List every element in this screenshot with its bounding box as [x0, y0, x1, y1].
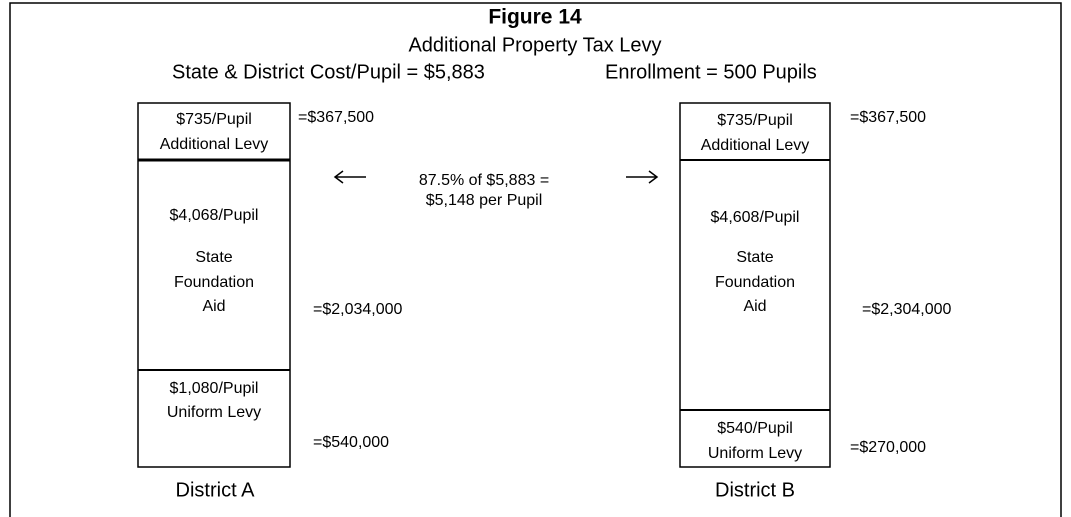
district-a-box	[137, 102, 291, 468]
title: Figure 14	[488, 6, 582, 29]
segment-text: $4,068/Pupil	[170, 207, 259, 224]
amount: =$2,304,000	[862, 301, 952, 318]
amount: =$540,000	[313, 434, 389, 451]
segment-text: Foundation	[174, 274, 254, 291]
segment-text: State	[736, 249, 773, 266]
enrollment: Enrollment = 500 Pupils	[605, 61, 817, 83]
segment-text: Uniform Levy	[167, 404, 261, 421]
segment-text: Aid	[743, 298, 766, 315]
district-label: District A	[176, 479, 256, 501]
segment-text: $735/Pupil	[717, 112, 793, 129]
note-line: $5,148 per Pupil	[426, 192, 543, 209]
segment-text: Additional Levy	[160, 136, 269, 153]
segment-text: $4,608/Pupil	[711, 209, 800, 226]
subtitle: Additional Property Tax Levy	[408, 34, 661, 56]
amount: =$270,000	[850, 439, 926, 456]
segment-text: $1,080/Pupil	[170, 380, 259, 397]
segment-text: Aid	[202, 298, 225, 315]
segment-text: State	[195, 249, 232, 266]
amount: =$2,034,000	[313, 301, 403, 318]
segment-text: Foundation	[715, 274, 795, 291]
amount: =$367,500	[850, 109, 926, 126]
arrows	[333, 170, 659, 184]
cost: State & District Cost/Pupil = $5,883	[172, 61, 485, 83]
note-line: 87.5% of $5,883 =	[419, 172, 549, 189]
segment-text: Additional Levy	[701, 137, 810, 154]
district-b-box	[679, 102, 831, 468]
segment-text: $540/Pupil	[717, 420, 793, 437]
amount: =$367,500	[298, 109, 374, 126]
segment-text: $735/Pupil	[176, 111, 252, 128]
segment-text: Uniform Levy	[708, 445, 802, 462]
frame	[9, 2, 1062, 517]
district-label: District B	[715, 479, 795, 501]
